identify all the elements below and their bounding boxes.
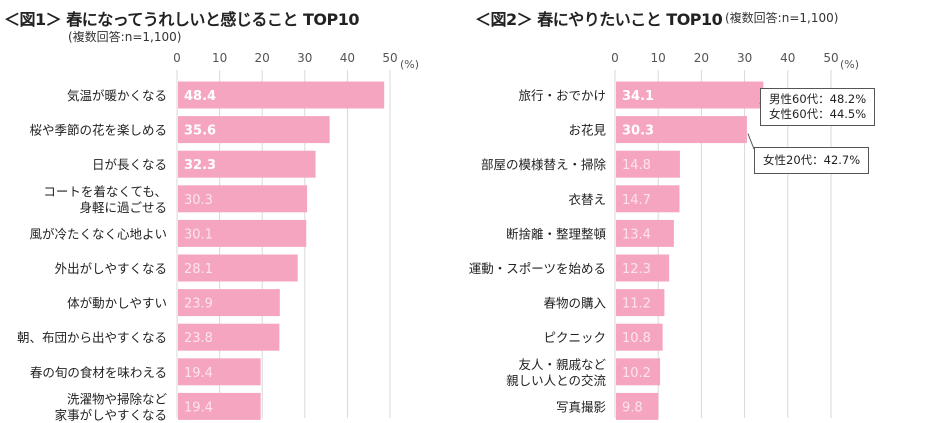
data-label: 30.3 [184,193,213,208]
category-label: 写真撮影 [556,399,607,414]
data-label: 11.2 [622,297,651,312]
data-label: 13.4 [622,227,651,242]
category-label: 旅行・おでかけ [518,88,606,103]
bar [616,289,665,317]
tick-label: 0 [173,51,181,65]
category-label: 風が冷たくなく心地よい [29,226,167,241]
chart-title: ＜図2＞ 春にやりたいこと TOP10 [475,10,723,29]
chart-spring-todo-top10: ＜図2＞ 春にやりたいこと TOP10 (複数回答:n=1,100) 0 10 20… [467,0,934,423]
data-label: 23.8 [184,331,213,346]
tick-label: 10 [212,51,227,65]
category-label: 家事がしやすくなる [55,407,167,422]
data-label: 14.8 [622,158,651,173]
category-label: 体が動かしやすい [67,296,167,311]
bar [616,392,659,420]
data-label: 48.4 [184,89,216,104]
tick-label: 50 [382,51,397,65]
tick-label: 0 [611,51,619,65]
bar [616,219,674,247]
bar [178,289,280,317]
category-label: コートを着なくても、 [43,184,167,199]
data-label: 10.8 [622,331,651,346]
data-label: 10.2 [622,366,651,381]
chart-plot: 0 10 20 30 40 50 (%) 34.1 旅行・おでかけ 30.3 お花見 14.8 部屋の模… [469,51,859,420]
category-label: 桜や季節の花を楽しめる [29,123,167,138]
tick-label: 20 [255,51,270,65]
tick-label: 40 [780,51,795,65]
tick-label: 50 [823,51,838,65]
chart-spring-happy-top10: ＜図1＞ 春になってうれしいと感じること TOP10 (複数回答:n=1,100… [4,10,419,422]
annotation-pointer [747,133,755,150]
category-label: 朝、布団から出やすくなる [17,330,167,345]
unit-label: (%) [400,58,419,71]
category-label: 気温が暖かくなる [67,88,167,103]
category-label: 洗濯物や掃除など [67,391,168,406]
chart-subtitle: (複数回答:n=1,100) [725,11,839,25]
bar [178,185,308,213]
bar [178,392,261,420]
category-label: 外出がしやすくなる [55,261,167,276]
category-label: 日が長くなる [92,157,167,172]
bar [616,358,661,386]
bar [178,116,330,144]
category-label: 友人・親戚など [518,357,606,372]
category-label: 春の旬の食材を味わえる [30,365,167,380]
bar [616,323,663,351]
data-label: 12.3 [622,262,651,277]
chart-title: ＜図1＞ 春になってうれしいと感じること TOP10 [4,10,359,29]
bar [178,254,298,282]
data-label: 14.7 [622,193,651,208]
annotation-line: 女性20代：42.7% [763,153,861,167]
annotation-callout: 男性60代：48.2% 女性60代：44.5% [760,88,876,126]
data-label: 30.3 [622,124,654,139]
bar [178,81,385,109]
category-label: ピクニック [543,330,606,345]
bar [616,185,680,213]
bar [178,323,280,351]
annotation-line: 男性60代：48.2% [769,92,867,106]
category-label: 部屋の模様替え・掃除 [481,157,607,172]
annotation-line: 女性60代：44.5% [769,107,867,121]
data-label: 35.6 [184,124,216,139]
tick-label: 30 [297,51,312,65]
category-label: 春物の購入 [543,296,606,311]
unit-label: (%) [840,58,859,71]
bar [178,358,261,386]
bar [616,150,680,178]
bar [616,116,747,144]
category-label: 身軽に過ごせる [79,200,167,215]
category-label: お花見 [568,123,606,138]
data-label: 28.1 [184,262,213,277]
category-label: 衣替え [568,192,606,207]
chart-plot: 0 10 20 30 40 50 (%) 48.4 気温が暖かくなる 35.6 桜や季節の花を楽しめ… [17,51,419,422]
data-label: 19.4 [184,400,213,415]
data-label: 23.9 [184,297,213,312]
bar [616,254,670,282]
category-label: 親しい人との交流 [506,373,606,388]
data-label: 9.8 [622,400,643,415]
bar [178,150,316,178]
annotation-callout: 女性20代：42.7% [754,147,870,174]
bar [616,81,764,109]
tick-label: 10 [651,51,666,65]
chart-subtitle: (複数回答:n=1,100) [68,30,182,44]
data-label: 34.1 [622,89,654,104]
tick-label: 40 [340,51,355,65]
data-label: 19.4 [184,366,213,381]
data-label: 30.1 [184,227,213,242]
category-label: 運動・スポーツを始める [469,261,606,276]
tick-label: 20 [694,51,709,65]
category-label: 断捨離・整理整頓 [506,226,607,241]
tick-label: 30 [737,51,752,65]
data-label: 32.3 [184,158,216,173]
bar [178,219,307,247]
